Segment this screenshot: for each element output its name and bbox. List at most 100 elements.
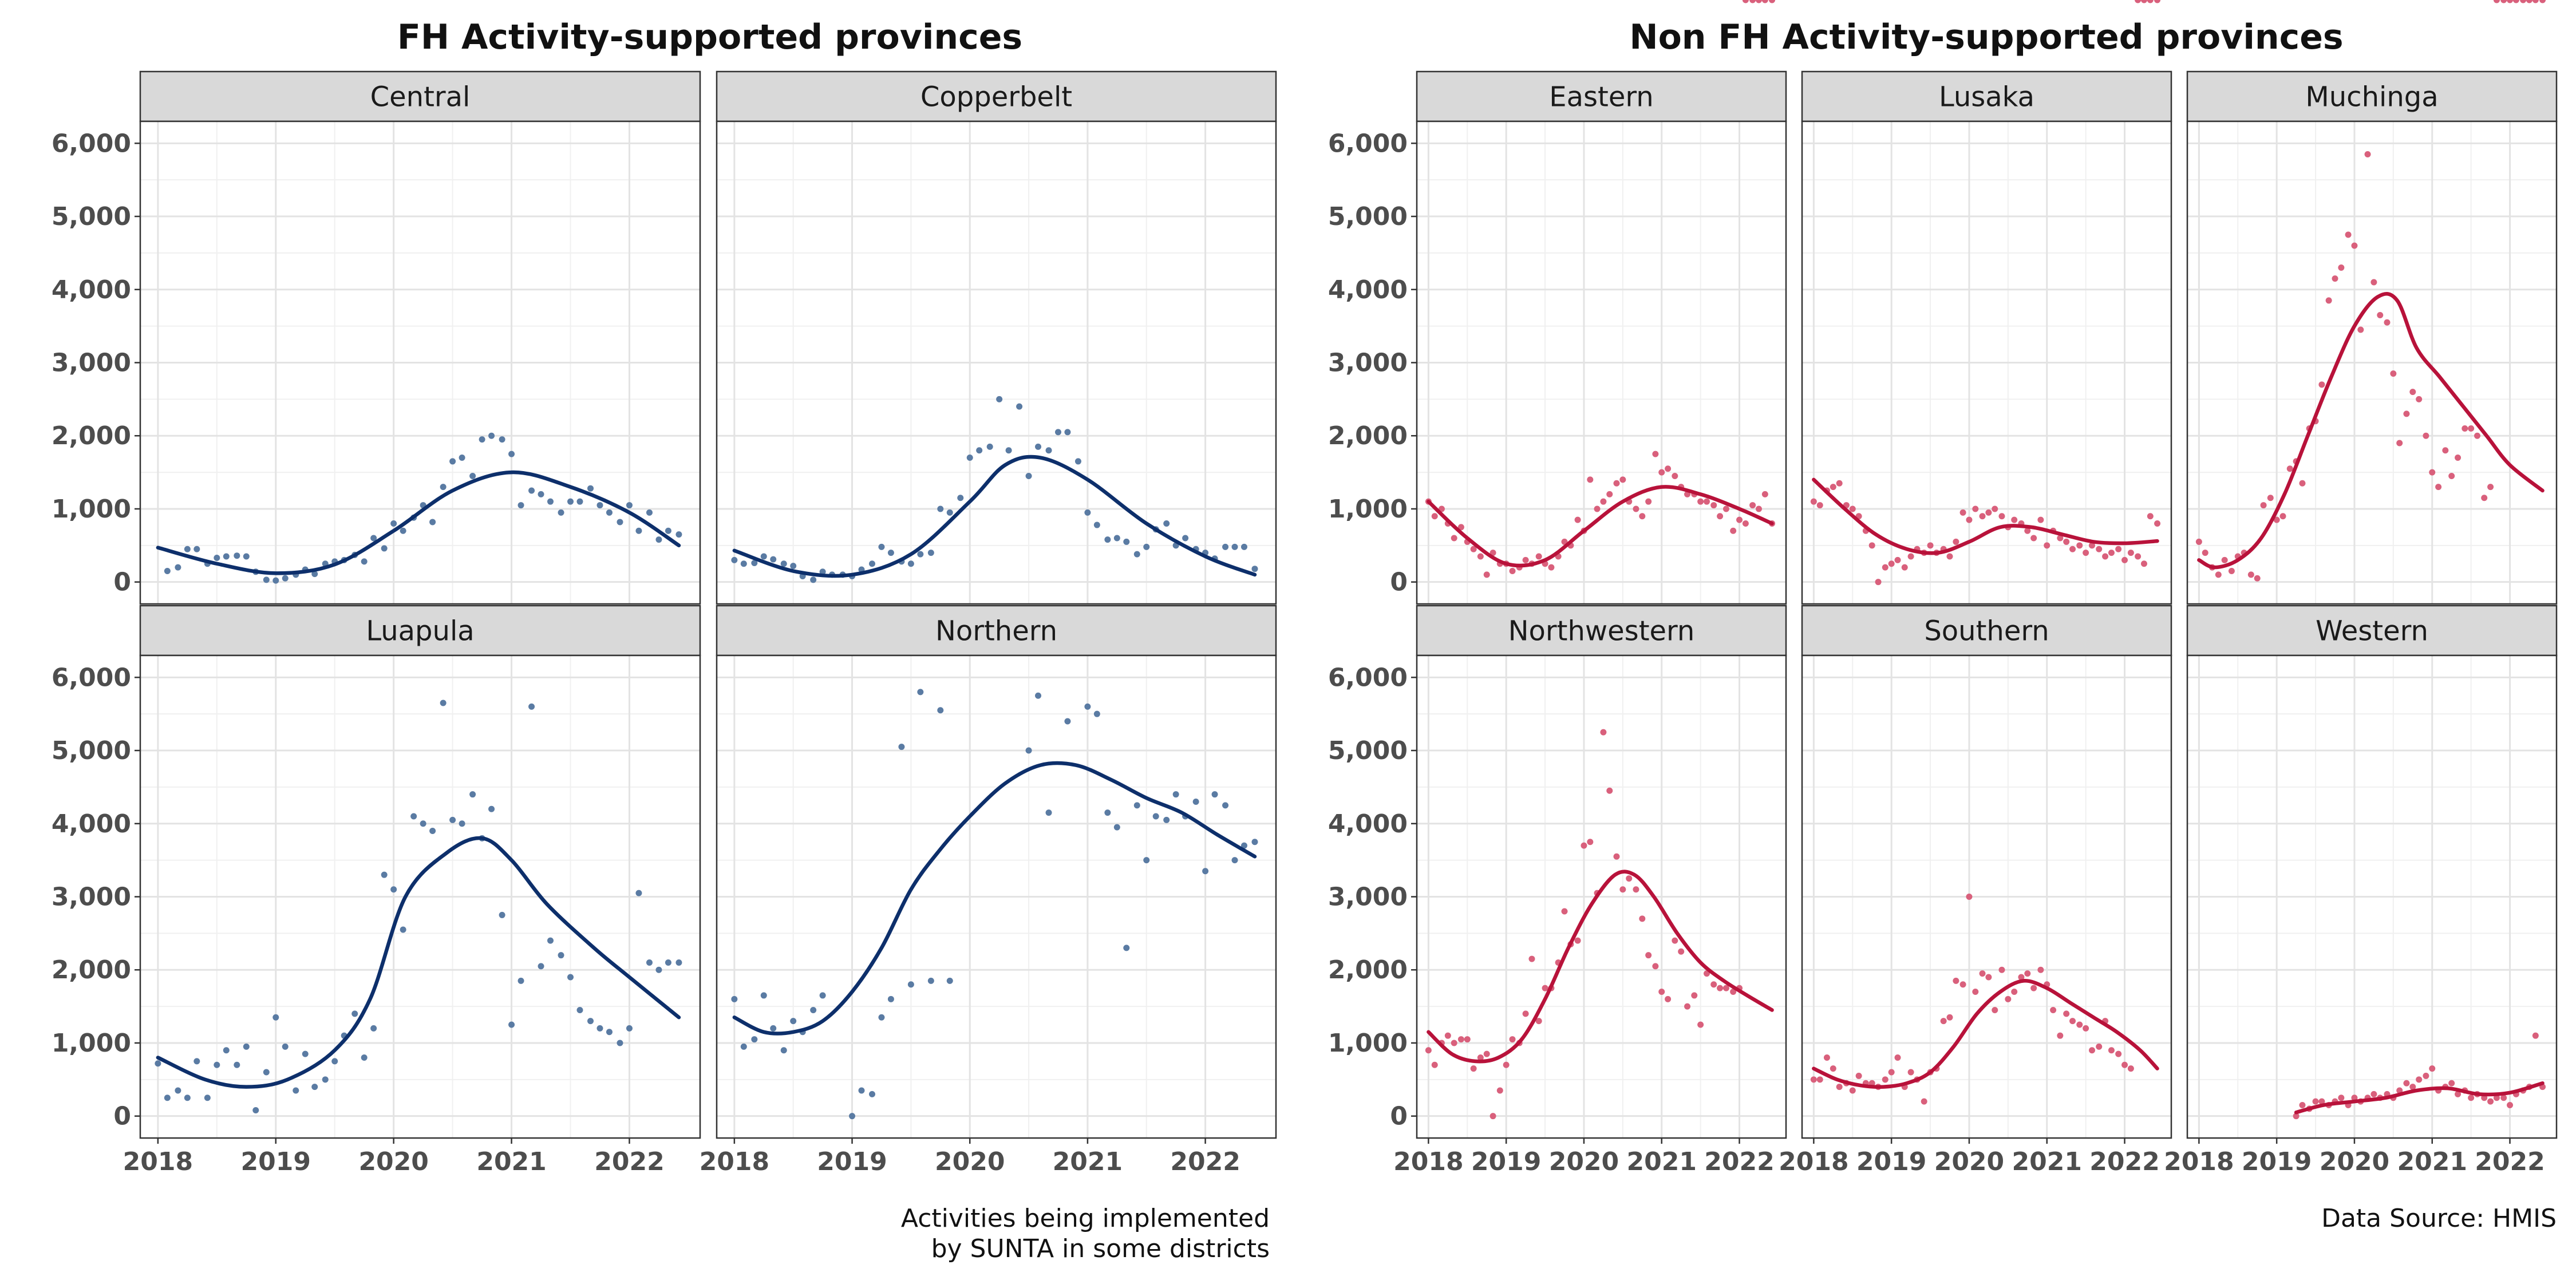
data-point-luapula <box>184 1095 191 1101</box>
data-point-copperbelt <box>946 509 953 516</box>
data-point-central <box>596 502 603 509</box>
strip-label-lusaka: Lusaka <box>1939 81 2034 113</box>
data-point-central <box>517 502 524 509</box>
group-title-fh: FH Activity-supported provinces <box>397 17 1022 57</box>
data-point-central <box>635 527 642 534</box>
panel-copperbelt: Copperbelt <box>716 70 1277 605</box>
data-point-copperbelt <box>1163 520 1170 527</box>
data-point-northern <box>810 1006 817 1013</box>
data-point-muchinga <box>2357 326 2364 333</box>
data-point-central <box>617 519 623 526</box>
data-point-western <box>2338 1095 2345 1101</box>
data-point-lusaka <box>2140 560 2147 567</box>
data-point-copperbelt <box>751 559 758 566</box>
data-point-eastern <box>1710 502 1717 509</box>
data-point-southern <box>1830 1065 1836 1072</box>
data-point-northern <box>946 977 953 984</box>
data-point-eastern <box>1730 527 1737 534</box>
data-point-northern <box>1192 798 1199 805</box>
data-point-western <box>2532 1032 2539 1039</box>
data-point-northwestern <box>1619 886 1626 893</box>
y-tick-label: 4,000 <box>52 275 131 305</box>
data-point-luapula <box>410 813 417 820</box>
data-point-northwestern <box>1613 853 1620 860</box>
strip-label-northern: Northern <box>935 615 1057 647</box>
data-point-lusaka <box>1868 542 1875 549</box>
y-tick-label: 0 <box>113 568 131 597</box>
data-point-copperbelt <box>790 563 797 570</box>
panels-layer: Central 0 1,000 2,000 3,000 4,000 5,000 6,000 Co… <box>52 0 2558 1176</box>
data-point-northwestern <box>1710 981 1717 988</box>
data-point-southern <box>2115 1050 2122 1057</box>
data-point-muchinga <box>2416 396 2423 402</box>
data-point-southern <box>2108 1047 2115 1054</box>
data-point-northern <box>937 707 944 714</box>
data-point-eastern <box>1652 451 1659 457</box>
data-point-lusaka <box>2127 550 2134 556</box>
data-point-northern <box>858 1087 865 1094</box>
x-tick-label: 2019 <box>241 1147 311 1176</box>
data-point-muchinga <box>2318 381 2325 388</box>
data-point-copperbelt <box>1054 429 1061 436</box>
data-point-lusaka <box>1888 560 1895 567</box>
data-point-muchinga <box>2338 264 2345 271</box>
data-point-muchinga <box>2526 0 2532 3</box>
data-point-eastern <box>1606 491 1613 497</box>
y-tick-label: 4,000 <box>1328 809 1408 839</box>
data-point-northern <box>878 1014 885 1021</box>
data-point-central <box>469 472 476 479</box>
data-point-western <box>2396 1087 2403 1094</box>
y-tick-label: 0 <box>1390 568 1408 597</box>
data-point-western <box>2416 1076 2423 1083</box>
x-tick-label: 2020 <box>1934 1147 2004 1176</box>
data-point-luapula <box>440 700 447 706</box>
data-point-central <box>234 552 240 559</box>
data-point-northwestern <box>1470 1065 1477 1072</box>
data-point-central <box>184 546 191 552</box>
x-tick-label: 2020 <box>1549 1147 1619 1176</box>
data-point-central <box>576 498 583 505</box>
data-point-eastern <box>1509 568 1516 575</box>
y-tick-label: 4,000 <box>52 809 131 839</box>
data-point-southern <box>1888 1069 1895 1076</box>
data-point-eastern <box>1522 556 1529 563</box>
data-point-muchinga <box>2539 0 2546 3</box>
data-point-lusaka <box>1972 505 1979 512</box>
data-point-central <box>311 571 318 578</box>
data-point-northwestern <box>1717 985 1724 991</box>
data-point-northwestern <box>1587 839 1594 846</box>
x-tick-label: 2021 <box>476 1147 546 1176</box>
data-point-central <box>361 558 368 565</box>
data-point-southern <box>1855 1072 1862 1079</box>
data-point-copperbelt <box>986 443 993 450</box>
trend-line-copperbelt <box>732 455 1257 578</box>
data-point-northwestern <box>1425 1047 1432 1054</box>
data-point-western <box>2500 1095 2507 1101</box>
data-point-northern <box>1064 718 1071 725</box>
data-point-eastern <box>1594 505 1601 512</box>
strip-luapula <box>139 605 701 657</box>
data-point-lusaka <box>1985 509 1992 516</box>
data-point-muchinga <box>2493 0 2500 3</box>
data-point-northern <box>731 995 738 1002</box>
data-point-muchinga <box>2520 0 2527 3</box>
data-point-muchinga <box>2260 502 2267 509</box>
data-point-muchinga <box>2332 275 2338 282</box>
data-point-luapula <box>576 1006 583 1013</box>
panel-western: Western 2018 2019 2020 2021 2022 <box>2164 605 2558 1176</box>
data-point-luapula <box>204 1095 211 1101</box>
data-point-copperbelt <box>1084 509 1091 516</box>
data-point-copperbelt <box>1005 447 1012 454</box>
data-point-northwestern <box>1496 1087 1503 1094</box>
data-point-eastern <box>1587 476 1594 483</box>
data-point-luapula <box>665 959 671 966</box>
data-point-luapula <box>547 937 554 944</box>
strip-label-muchinga: Muchinga <box>2305 81 2438 113</box>
data-point-luapula <box>293 1087 299 1094</box>
data-point-lusaka <box>1830 484 1836 491</box>
data-point-northwestern <box>1509 1036 1516 1043</box>
y-tick-label: 6,000 <box>52 129 131 158</box>
data-point-luapula <box>223 1047 230 1054</box>
data-point-western <box>2493 1095 2500 1101</box>
data-point-eastern <box>1717 513 1724 520</box>
